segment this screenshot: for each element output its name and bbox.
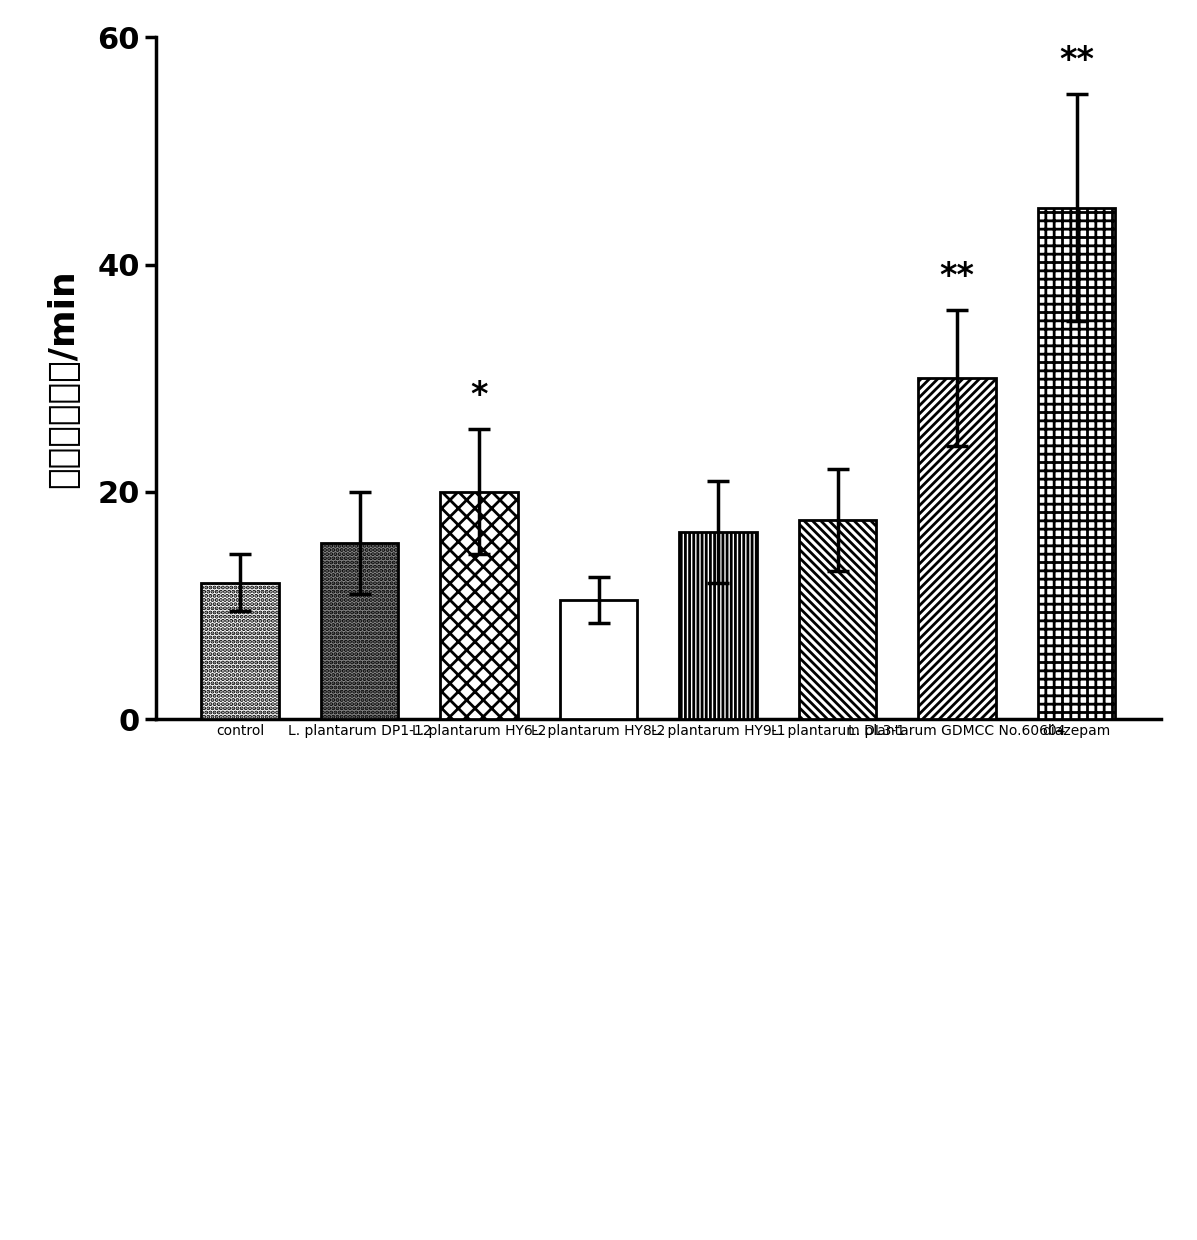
Text: *: *: [470, 379, 488, 412]
Bar: [440, 492, 518, 719]
Bar: [918, 378, 996, 719]
Text: **: **: [1059, 43, 1094, 77]
Bar: [1038, 207, 1116, 719]
Y-axis label: 睡眠持续时间/min: 睡眠持续时间/min: [47, 269, 80, 487]
Bar: [798, 521, 876, 719]
Bar: [679, 532, 757, 719]
Bar: [201, 583, 279, 719]
Text: **: **: [940, 260, 974, 293]
Bar: [560, 600, 638, 719]
Bar: [321, 543, 399, 719]
